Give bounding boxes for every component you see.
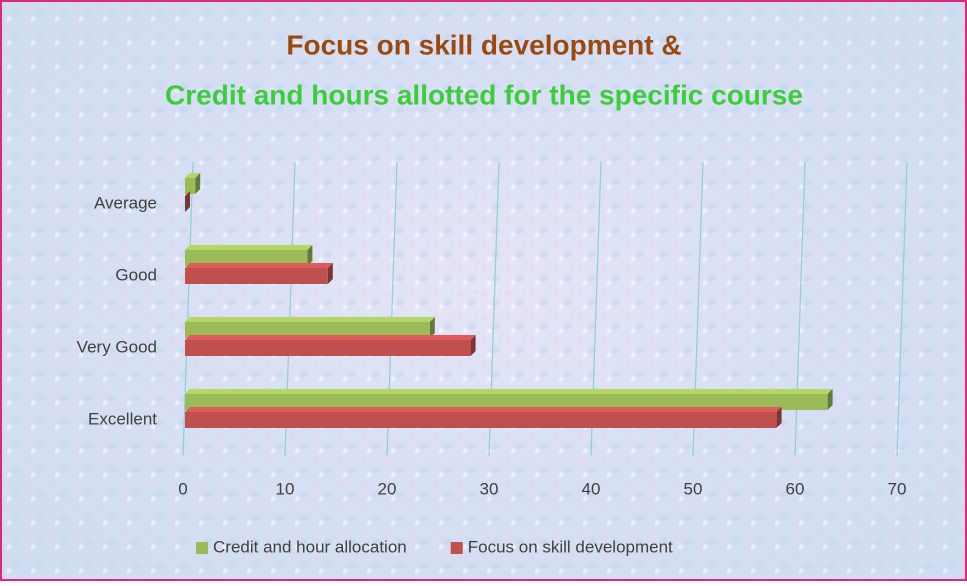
y-tick-label: Very Good — [77, 337, 157, 356]
x-tick-label: 70 — [888, 479, 907, 498]
x-tick-label: 40 — [582, 479, 601, 498]
x-tick-label: 10 — [276, 479, 295, 498]
legend: Credit and hour allocation Focus on skill… — [196, 537, 673, 556]
bar-side — [429, 317, 435, 338]
plot-area: 0 10 20 30 40 50 60 70 Excellent Very Good Good Ave… — [77, 161, 908, 498]
x-tick-label: 30 — [480, 479, 499, 498]
bar-top — [185, 407, 782, 412]
y-tick-label: Excellent — [88, 409, 157, 428]
x-tick-label: 60 — [786, 479, 805, 498]
grid-line — [182, 161, 194, 457]
bar-top — [185, 263, 333, 268]
chart-title: Focus on skill development & — [286, 29, 681, 60]
legend-swatch — [196, 542, 208, 554]
bar — [185, 250, 308, 266]
bar-top — [185, 389, 833, 394]
x-tick-label: 20 — [378, 479, 397, 498]
legend-swatch — [450, 542, 463, 554]
y-tick-label: Good — [115, 265, 157, 284]
bar-side — [327, 263, 333, 284]
chart-subtitle: Credit and hours allotted for the specif… — [165, 79, 803, 110]
bar-side — [185, 191, 190, 212]
bar — [185, 394, 828, 410]
bar — [185, 340, 471, 356]
bar-side — [827, 389, 833, 410]
legend-label: Focus on skill development — [468, 537, 673, 556]
legend-label: Credit and hour allocation — [213, 537, 407, 556]
bar-top — [185, 317, 435, 322]
bar-side — [776, 407, 782, 428]
bar-side — [307, 245, 313, 266]
bar — [185, 322, 430, 338]
bar-top — [185, 335, 476, 340]
x-tick-label: 0 — [178, 479, 187, 498]
bar — [185, 268, 328, 284]
bar-top — [185, 245, 313, 250]
bar — [185, 178, 196, 194]
bar-side — [470, 335, 476, 356]
bar-side — [195, 173, 201, 194]
grid-line — [896, 161, 908, 457]
x-tick-label: 50 — [684, 479, 703, 498]
bar — [185, 412, 777, 428]
y-tick-label: Average — [94, 193, 157, 212]
bar-top — [185, 173, 201, 178]
